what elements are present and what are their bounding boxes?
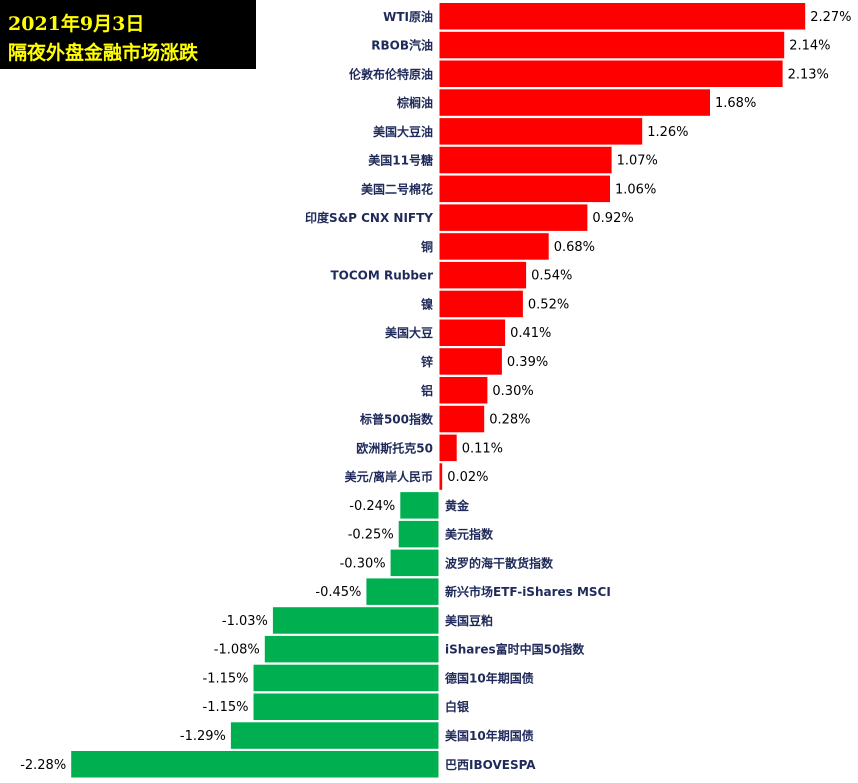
category-label-11: 镍 <box>421 296 433 311</box>
data-label-1: 2.27% <box>810 10 851 25</box>
bar-12 <box>439 319 506 346</box>
data-label-10: 0.54% <box>531 269 572 284</box>
category-label-2: RBOB汽油 <box>371 38 433 53</box>
category-label-4: 棕榈油 <box>396 95 433 110</box>
category-label-1: WTI原油 <box>383 9 433 24</box>
bar-23 <box>264 635 439 663</box>
data-label-21: -0.45% <box>315 585 361 600</box>
chart-title-date: 2021年9月3日 <box>8 13 145 35</box>
category-label-27: 巴西IBOVESPA <box>445 758 536 772</box>
data-label-6: 1.07% <box>617 154 658 169</box>
data-label-27: -2.28% <box>20 758 66 773</box>
data-label-14: 0.30% <box>492 384 533 399</box>
bar-16 <box>439 434 457 462</box>
data-label-24: -1.15% <box>203 672 249 687</box>
data-label-19: -0.25% <box>348 528 394 543</box>
bar-27 <box>71 751 439 778</box>
data-label-9: 0.68% <box>554 240 595 255</box>
bar-17 <box>439 463 443 490</box>
category-label-5: 美国大豆油 <box>373 124 433 139</box>
data-label-2: 2.14% <box>789 39 830 54</box>
bar-20 <box>390 549 439 577</box>
bar-11 <box>439 290 523 318</box>
bar-15 <box>439 405 485 433</box>
data-label-26: -1.29% <box>180 729 226 744</box>
bar-18 <box>400 492 439 519</box>
data-label-23: -1.08% <box>214 643 260 658</box>
bar-19 <box>398 520 439 548</box>
category-label-12: 美国大豆 <box>385 325 433 340</box>
bar-21 <box>366 578 439 605</box>
category-label-8: 印度S&P CNX NIFTY <box>305 210 433 225</box>
data-label-4: 1.68% <box>715 96 756 111</box>
data-label-25: -1.15% <box>203 700 249 715</box>
category-label-18: 黄金 <box>445 498 470 513</box>
bar-1 <box>439 3 806 30</box>
category-label-23: iShares富时中国50指数 <box>445 642 585 657</box>
category-label-26: 美国10年期国债 <box>445 728 534 743</box>
bar-4 <box>439 89 710 116</box>
category-label-16: 欧洲斯托克50 <box>356 440 433 455</box>
bar-13 <box>439 348 502 375</box>
category-label-17: 美元/离岸人民币 <box>345 469 433 484</box>
data-label-8: 0.92% <box>592 211 633 226</box>
category-label-13: 锌 <box>421 354 433 369</box>
category-label-9: 铜 <box>421 239 433 254</box>
data-label-22: -1.03% <box>222 614 268 629</box>
chart-title: 隔夜外盘金融市场涨跌 <box>8 42 199 64</box>
labels-group: WTI原油 2.27% RBOB汽油 2.14% 伦敦布伦特原油 2.13% 棕榈油 1.68… <box>20 9 851 773</box>
data-label-3: 2.13% <box>788 67 829 82</box>
bar-10 <box>439 261 527 289</box>
data-label-17: 0.02% <box>447 470 488 485</box>
data-label-11: 0.52% <box>528 297 569 312</box>
bar-26 <box>230 722 439 749</box>
bar-5 <box>439 118 643 145</box>
category-label-21: 新兴市场ETF-iShares MSCI <box>445 584 611 599</box>
category-label-24: 德国10年期国债 <box>445 671 534 686</box>
bar-25 <box>253 693 439 720</box>
data-label-7: 1.06% <box>615 182 656 197</box>
bar-22 <box>272 607 439 634</box>
category-label-7: 美国二号棉花 <box>361 181 433 196</box>
data-label-20: -0.30% <box>340 556 386 571</box>
category-label-22: 美国豆粕 <box>445 613 493 628</box>
category-label-10: TOCOM Rubber <box>330 269 433 283</box>
data-label-5: 1.26% <box>647 125 688 140</box>
category-label-3: 伦敦布伦特原油 <box>349 66 433 81</box>
bar-24 <box>253 664 439 692</box>
bar-9 <box>439 233 549 260</box>
bars-group <box>71 3 806 778</box>
bar-14 <box>439 377 488 404</box>
bar-6 <box>439 146 612 174</box>
data-label-12: 0.41% <box>510 326 551 341</box>
category-label-19: 美元指数 <box>445 527 494 542</box>
category-label-15: 标普500指数 <box>359 412 434 427</box>
data-label-13: 0.39% <box>507 355 548 370</box>
data-label-16: 0.11% <box>462 441 503 456</box>
category-label-14: 铝 <box>421 383 433 398</box>
category-label-6: 美国11号糖 <box>368 153 433 168</box>
category-label-25: 白银 <box>445 699 470 714</box>
title-box: 2021年9月3日 隔夜外盘金融市场涨跌 <box>0 0 256 69</box>
bar-3 <box>439 60 783 87</box>
bar-8 <box>439 204 588 231</box>
category-label-20: 波罗的海干散货指数 <box>445 555 554 570</box>
bar-2 <box>439 31 785 59</box>
data-label-18: -0.24% <box>349 499 395 514</box>
data-label-15: 0.28% <box>489 413 530 428</box>
bar-7 <box>439 175 610 203</box>
